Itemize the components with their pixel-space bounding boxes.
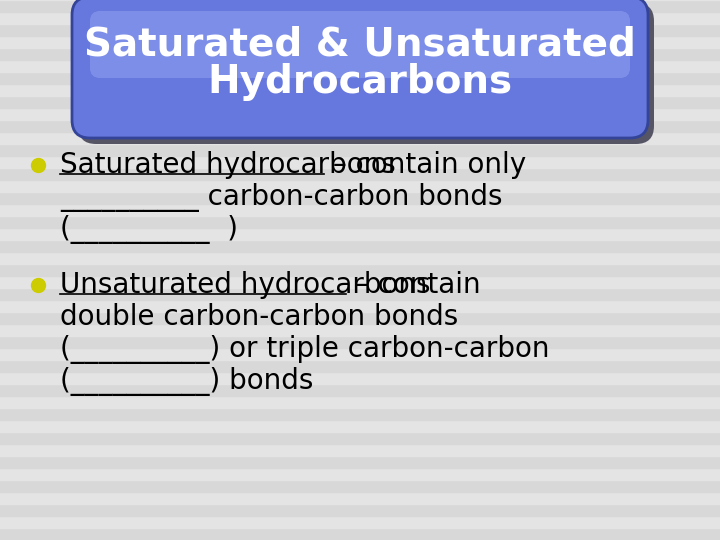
FancyBboxPatch shape [72, 0, 648, 138]
FancyBboxPatch shape [90, 11, 630, 78]
Bar [0, 108, 720, 120]
Text: (__________) bonds: (__________) bonds [60, 367, 313, 395]
Bar [0, 324, 720, 336]
FancyBboxPatch shape [78, 3, 654, 144]
Text: – contain only: – contain only [324, 151, 526, 179]
Text: (__________  ): (__________ ) [60, 214, 238, 244]
Bar [0, 132, 720, 144]
Text: double carbon-carbon bonds: double carbon-carbon bonds [60, 303, 458, 331]
Bar [0, 480, 720, 492]
Bar [0, 288, 720, 300]
Text: Unsaturated hydrocarbons: Unsaturated hydrocarbons [60, 271, 431, 299]
Bar [0, 60, 720, 72]
Bar [0, 420, 720, 432]
Bar [0, 468, 720, 480]
Bar [0, 36, 720, 48]
Bar [0, 396, 720, 408]
Bar [0, 528, 720, 540]
Text: Saturated & Unsaturated: Saturated & Unsaturated [84, 26, 636, 64]
Bar [0, 336, 720, 348]
Bar [0, 72, 720, 84]
Text: Saturated hydrocarbons: Saturated hydrocarbons [60, 151, 396, 179]
Bar [0, 432, 720, 444]
Bar [0, 144, 720, 156]
Bar [0, 276, 720, 288]
Bar [0, 228, 720, 240]
Text: (__________) or triple carbon-carbon: (__________) or triple carbon-carbon [60, 334, 549, 363]
Bar [0, 168, 720, 180]
Bar [0, 192, 720, 204]
Text: Hydrocarbons: Hydrocarbons [207, 63, 513, 101]
Bar [0, 12, 720, 24]
Bar [0, 240, 720, 252]
Bar [0, 504, 720, 516]
Bar [0, 84, 720, 96]
Bar [0, 24, 720, 36]
Bar [0, 384, 720, 396]
Bar [0, 48, 720, 60]
Bar [0, 204, 720, 216]
Bar [0, 456, 720, 468]
Bar [0, 372, 720, 384]
Bar [0, 300, 720, 312]
Bar [0, 516, 720, 528]
Bar [0, 408, 720, 420]
Bar [0, 492, 720, 504]
Text: – contain: – contain [346, 271, 480, 299]
Bar [0, 180, 720, 192]
Bar [0, 348, 720, 360]
Bar [0, 96, 720, 108]
Bar [0, 264, 720, 276]
Bar [0, 120, 720, 132]
Bar [0, 216, 720, 228]
Bar [0, 444, 720, 456]
Bar [0, 156, 720, 168]
Bar [0, 360, 720, 372]
Bar [0, 312, 720, 324]
Text: __________ carbon-carbon bonds: __________ carbon-carbon bonds [60, 183, 503, 212]
Bar [0, 0, 720, 12]
Bar [0, 252, 720, 264]
